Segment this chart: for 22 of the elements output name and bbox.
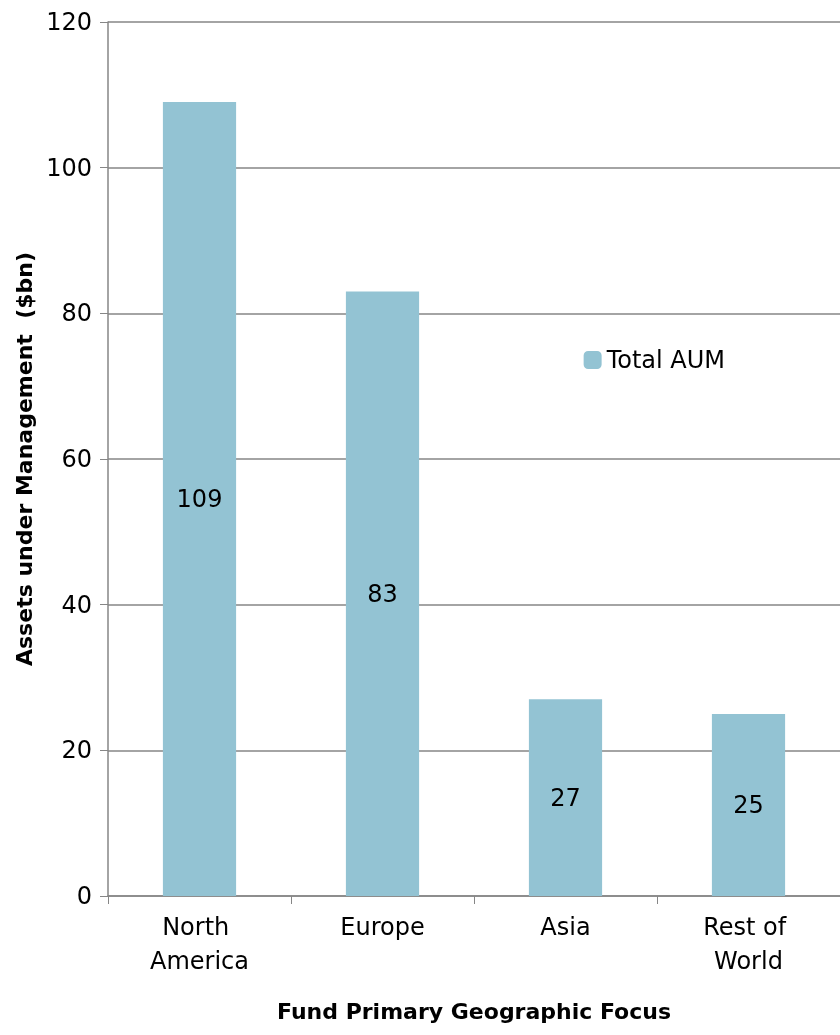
x-tick-label: Rest of World <box>703 913 794 975</box>
x-tick-label: Asia <box>540 913 591 941</box>
x-tick-label: Europe <box>340 913 425 941</box>
legend-label: Total AUM <box>605 346 725 374</box>
bar <box>345 291 420 896</box>
y-tick-label: 100 <box>46 153 92 182</box>
bar <box>711 713 786 896</box>
y-tick-label: 0 <box>76 882 92 910</box>
data-label: 83 <box>367 579 398 608</box>
y-axis-title: Assets under Management ($bn) <box>11 252 37 666</box>
x-tick-label: North America <box>150 913 249 975</box>
data-label: 109 <box>176 485 223 514</box>
y-tick-label: 80 <box>61 299 92 328</box>
bar <box>162 102 237 896</box>
y-tick-label: 60 <box>61 445 92 473</box>
bar <box>528 699 603 896</box>
data-label: 27 <box>550 783 581 812</box>
y-tick-label: 40 <box>61 590 92 619</box>
y-tick-label: 20 <box>61 736 92 765</box>
data-label: 25 <box>733 790 764 819</box>
y-tick-label: 120 <box>46 8 92 36</box>
x-axis-title: Fund Primary Geographic Focus <box>276 998 672 1024</box>
